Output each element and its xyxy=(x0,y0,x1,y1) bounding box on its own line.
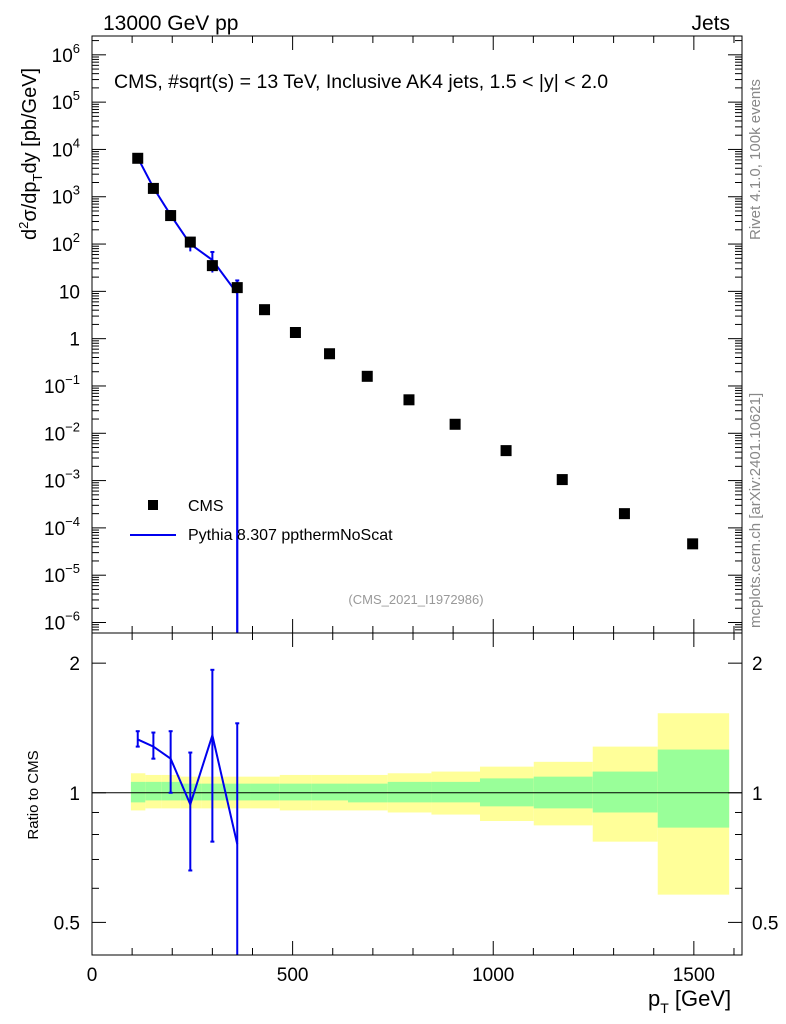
side-text-rivet: Rivet 4.1.0, 100k events xyxy=(747,79,764,240)
x-tick-label: 500 xyxy=(277,965,309,986)
y-tick-label: 103 xyxy=(52,183,80,209)
cms-series xyxy=(132,152,699,550)
mc-line xyxy=(136,157,239,633)
ratio-band-inner xyxy=(311,783,348,801)
x-tick-label: 0 xyxy=(87,965,98,986)
cms-data-point xyxy=(618,508,630,520)
cms-data-point xyxy=(165,210,177,222)
ratio-y-tick-label-left: 2 xyxy=(69,654,80,675)
y-tick-label: 105 xyxy=(52,88,80,114)
ratio-y-tick-label-left: 1 xyxy=(69,784,80,805)
header-right: Jets xyxy=(691,12,730,35)
y-tick-label: 10−2 xyxy=(44,419,80,445)
main-y-axis-label: d2σ/dpTdy [pb/GeV] xyxy=(16,68,45,240)
side-text-mcplots: mcplots.cern.ch [arXiv:2401.10621] xyxy=(747,393,764,628)
ratio-y-tick-label-right: 0.5 xyxy=(752,913,778,934)
cms-data-point xyxy=(500,445,512,457)
ratio-y-tick-label-right: 2 xyxy=(752,654,763,675)
ratio-y-axis-label: Ratio to CMS xyxy=(25,750,42,839)
ratio-x-axis: 0 500 1000 1500 xyxy=(87,633,735,986)
header-left: 13000 GeV pp xyxy=(103,12,238,35)
legend-label-cms: CMS xyxy=(188,498,224,515)
ratio-band-inner xyxy=(387,781,432,803)
y-tick-label: 10−5 xyxy=(44,561,80,587)
ratio-band-inner xyxy=(145,781,162,801)
x-axis-label: pT [GeV] xyxy=(648,986,731,1016)
analysis-label: (CMS_2021_I1972986) xyxy=(348,592,483,607)
y-tick-label: 10−6 xyxy=(44,609,80,635)
y-tick-label: 106 xyxy=(52,41,80,67)
cms-data-point xyxy=(289,326,301,338)
ratio-band-inner xyxy=(250,783,280,801)
ratio-band-inner xyxy=(279,783,312,801)
cms-data-point xyxy=(259,304,271,316)
cms-data-point xyxy=(147,182,159,194)
x-tick-label: 1500 xyxy=(673,965,715,986)
legend-marker-cms xyxy=(148,500,158,510)
cms-data-point xyxy=(184,236,196,248)
ratio-band-inner xyxy=(431,781,480,803)
y-tick-label: 102 xyxy=(52,230,80,256)
ratio-panel-frame xyxy=(91,632,743,956)
y-tick-label: 10−1 xyxy=(44,372,80,398)
legend: CMS Pythia 8.307 ppthermNoScat xyxy=(130,498,393,544)
cms-data-point xyxy=(687,538,699,550)
ratio-y-tick-label-left: 0.5 xyxy=(54,913,80,934)
cms-data-point xyxy=(231,282,243,294)
y-tick-label: 10−3 xyxy=(44,467,80,493)
y-tick-label: 10−4 xyxy=(44,514,80,540)
main-y-axis: 10−6 10−5 10−4 10−3 10−2 10−1 1 10 102 103 104 105 1… xyxy=(44,40,742,635)
x-tick-label: 1000 xyxy=(472,965,514,986)
cms-data-point xyxy=(361,370,373,382)
ratio-y-axis: 0.5 0.5 1 1 2 2 xyxy=(54,654,779,934)
y-tick-label: 1 xyxy=(69,330,80,351)
y-tick-label: 10 xyxy=(59,282,80,303)
cms-data-point xyxy=(556,474,568,486)
cms-data-point xyxy=(206,260,218,272)
ratio-band-inner xyxy=(657,749,730,828)
ratio-band-inner xyxy=(592,771,658,813)
legend-label-mc: Pythia 8.307 ppthermNoScat xyxy=(188,527,393,544)
ratio-y-tick-label-right: 1 xyxy=(752,784,763,805)
cms-data-point xyxy=(132,152,144,164)
cms-data-point xyxy=(324,348,336,360)
ratio-bands xyxy=(130,713,730,895)
ratio-mc-line xyxy=(137,731,239,845)
cms-data-point xyxy=(449,418,461,430)
ratio-band-inner xyxy=(130,781,146,803)
cms-data-point xyxy=(403,394,415,406)
main-x-axis xyxy=(91,36,735,633)
mc-series xyxy=(135,153,240,633)
main-title: CMS, #sqrt(s) = 13 TeV, Inclusive AK4 je… xyxy=(114,71,608,93)
y-tick-label: 104 xyxy=(52,135,80,161)
ratio-series xyxy=(135,668,240,955)
